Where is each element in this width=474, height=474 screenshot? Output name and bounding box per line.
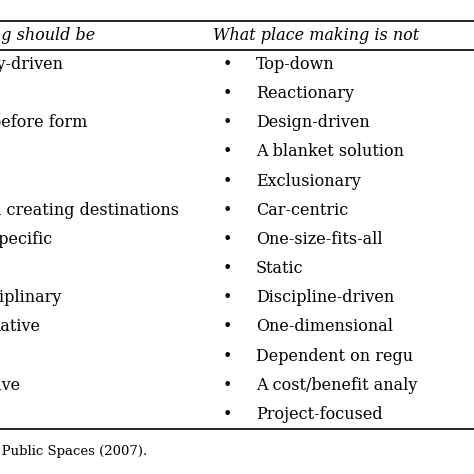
Text: •: • [223, 85, 232, 102]
Text: One-size-fits-all: One-size-fits-all [256, 231, 383, 248]
Text: •: • [223, 202, 232, 219]
Text: tive: tive [0, 377, 21, 394]
Text: •: • [223, 173, 232, 190]
Text: A blanket solution: A blanket solution [256, 143, 404, 160]
Text: •: • [223, 260, 232, 277]
Text: native: native [0, 319, 40, 336]
Text: One-dimensional: One-dimensional [256, 319, 393, 336]
Text: A cost/benefit analy: A cost/benefit analy [256, 377, 417, 394]
Text: n creating destinations: n creating destinations [0, 202, 179, 219]
Text: Static: Static [256, 260, 303, 277]
Text: •: • [223, 377, 232, 394]
Text: •: • [223, 347, 232, 365]
Text: Design-driven: Design-driven [256, 114, 370, 131]
Text: •: • [223, 289, 232, 306]
Text: •: • [223, 114, 232, 131]
Text: •: • [223, 319, 232, 336]
Text: •: • [223, 231, 232, 248]
Text: Reactionary: Reactionary [256, 85, 354, 102]
Text: What place making is not: What place making is not [213, 27, 419, 44]
Text: before form: before form [0, 114, 87, 131]
Text: r Public Spaces (2007).: r Public Spaces (2007). [0, 445, 147, 458]
Text: Discipline-driven: Discipline-driven [256, 289, 394, 306]
Text: Top-down: Top-down [256, 56, 335, 73]
Text: •: • [223, 406, 232, 423]
Text: ng should be: ng should be [0, 27, 95, 44]
Text: Exclusionary: Exclusionary [256, 173, 361, 190]
Text: Car-centric: Car-centric [256, 202, 348, 219]
Text: •: • [223, 143, 232, 160]
Text: ty-driven: ty-driven [0, 56, 64, 73]
Text: •: • [223, 56, 232, 73]
Text: Dependent on regu: Dependent on regu [256, 347, 413, 365]
Text: Project-focused: Project-focused [256, 406, 383, 423]
Text: specific: specific [0, 231, 53, 248]
Text: ciplinary: ciplinary [0, 289, 62, 306]
